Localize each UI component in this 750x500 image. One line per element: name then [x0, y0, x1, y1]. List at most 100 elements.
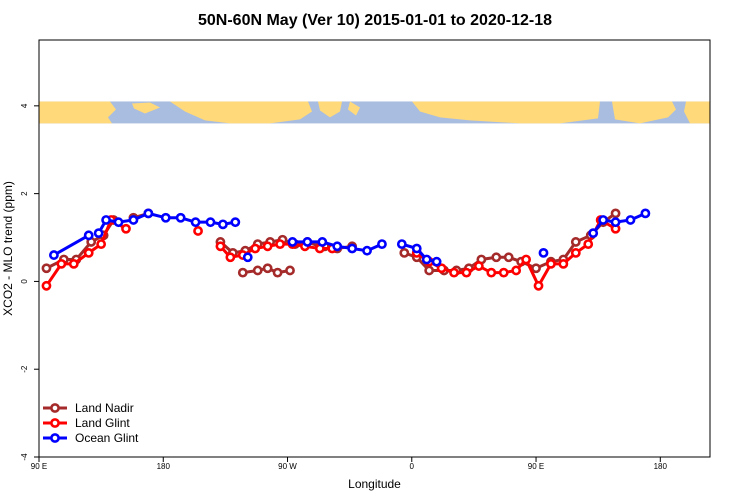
- map-land-0: [39, 101, 116, 124]
- data-point: [83, 230, 94, 241]
- data-point: [49, 250, 59, 260]
- x-axis-label: Longitude: [348, 477, 401, 491]
- data-point: [83, 247, 94, 258]
- data-point: [285, 265, 295, 276]
- x-tick-label: 90 E: [31, 462, 47, 471]
- legend-label: Land Nadir: [75, 401, 134, 415]
- data-point: [533, 280, 544, 291]
- data-point: [598, 215, 609, 225]
- legend-entry: Land Nadir: [43, 401, 134, 415]
- data-point: [473, 261, 484, 271]
- data-point: [250, 243, 261, 254]
- legend-label: Land Glint: [75, 416, 130, 430]
- data-point: [41, 263, 52, 274]
- y-axis: -4 -2 0 2 4: [20, 103, 39, 461]
- data-point: [436, 263, 447, 274]
- data-point: [143, 208, 154, 219]
- data-point: [347, 243, 358, 254]
- y-tick-label: -2: [20, 365, 29, 373]
- world-map-band: [39, 101, 710, 124]
- legend-entry: Ocean Glint: [43, 431, 139, 445]
- y-tick-label: 2: [20, 191, 29, 196]
- series-line: [415, 217, 617, 290]
- x-tick-label: 180: [654, 462, 668, 471]
- data-point: [498, 267, 509, 278]
- data-point: [317, 237, 328, 247]
- data-point: [252, 265, 263, 276]
- x-axis: 90 E 180 90 W 0 90 E 180: [31, 457, 668, 471]
- data-point: [41, 280, 52, 291]
- map-land-6: [612, 101, 676, 124]
- data-point: [262, 263, 273, 274]
- series-line: [219, 242, 333, 259]
- map-land-1: [132, 102, 160, 114]
- map-land-5: [412, 101, 600, 124]
- data-point: [399, 247, 410, 258]
- data-point: [262, 241, 273, 252]
- data-point: [93, 228, 104, 239]
- data-point: [546, 258, 556, 269]
- data-point: [570, 247, 581, 258]
- data-point: [128, 215, 139, 225]
- data-point: [511, 265, 522, 276]
- map-land-4: [348, 101, 360, 116]
- data-point: [332, 241, 343, 252]
- data-point: [362, 245, 372, 256]
- data-point: [96, 239, 107, 250]
- map-land-2: [170, 101, 312, 124]
- data-point: [242, 252, 253, 263]
- data-point: [175, 212, 186, 223]
- chart-title: 50N-60N May (Ver 10) 2015-01-01 to 2020-…: [198, 12, 552, 29]
- data-point: [588, 228, 599, 239]
- x-tick-label: 0: [410, 462, 415, 471]
- data-point: [377, 239, 387, 250]
- legend-marker: [50, 433, 60, 443]
- x-tick-label: 90 W: [278, 462, 297, 471]
- y-axis-label: XCO2 - MLO trend (ppm): [1, 181, 15, 316]
- series-ocean-glint: [49, 208, 651, 267]
- data-point: [558, 258, 569, 269]
- data-point: [431, 256, 442, 267]
- legend-label: Ocean Glint: [75, 431, 139, 445]
- data-point: [230, 217, 241, 228]
- data-point: [640, 208, 651, 219]
- data-point: [449, 267, 459, 278]
- data-point: [56, 258, 67, 269]
- data-point: [215, 241, 226, 252]
- data-point: [160, 212, 171, 223]
- data-point: [583, 239, 594, 250]
- data-point: [275, 239, 285, 250]
- data-point: [531, 263, 541, 274]
- data-point: [237, 267, 248, 278]
- data-point: [193, 226, 203, 236]
- data-point: [610, 217, 621, 228]
- map-land-3: [318, 101, 342, 118]
- data-point: [68, 258, 79, 269]
- data-point: [225, 252, 236, 263]
- data-point: [302, 237, 313, 247]
- data-point: [461, 267, 472, 278]
- x-tick-label: 180: [157, 462, 171, 471]
- data-point: [625, 215, 636, 225]
- data-point: [218, 219, 228, 230]
- y-tick-label: 0: [20, 279, 29, 284]
- data-point: [101, 215, 111, 225]
- data-point: [486, 267, 497, 278]
- data-point: [121, 223, 131, 234]
- map-land-7: [684, 101, 710, 124]
- data-point: [610, 208, 621, 219]
- data-point: [205, 217, 216, 228]
- y-tick-label: -4: [20, 453, 29, 461]
- data-point: [411, 243, 422, 254]
- y-tick-label: 4: [20, 103, 29, 108]
- data-point: [113, 217, 124, 228]
- data-point: [491, 252, 502, 263]
- data-point: [538, 247, 549, 258]
- plot-frame: [38, 39, 711, 458]
- series-line: [401, 242, 437, 264]
- legend-marker: [50, 418, 60, 428]
- data-point: [570, 237, 581, 247]
- data-point: [272, 267, 283, 278]
